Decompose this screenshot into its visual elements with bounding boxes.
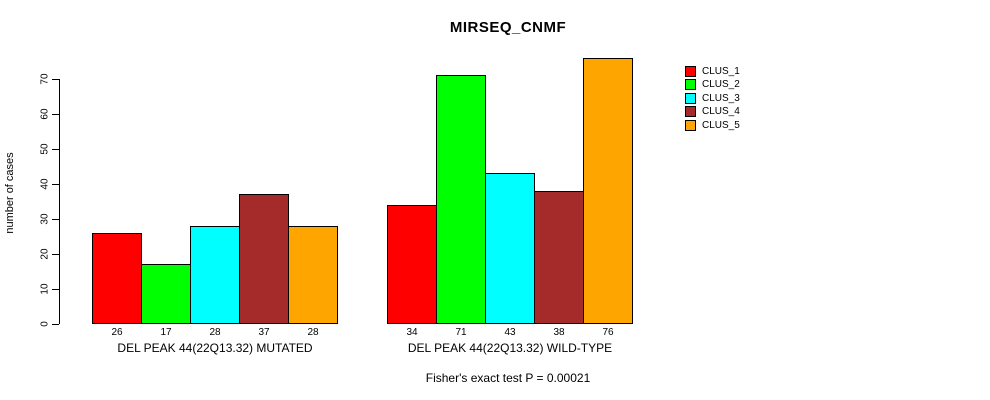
- legend-row: CLUS_2: [685, 79, 740, 90]
- y-tick: [52, 149, 59, 150]
- bar: [534, 191, 584, 324]
- bar: [583, 58, 633, 324]
- y-tick: [52, 79, 59, 80]
- legend-row: CLUS_4: [685, 106, 740, 117]
- bar-value-label: 26: [111, 327, 123, 338]
- x-group-label-wildtype: DEL PEAK 44(22Q13.32) WILD-TYPE: [407, 341, 613, 355]
- legend-swatch: [685, 120, 696, 131]
- y-tick: [52, 254, 59, 255]
- bar: [436, 75, 486, 324]
- y-tick-label: 50: [39, 143, 51, 155]
- bar-value-label: 43: [504, 327, 516, 338]
- bar-value-label: 28: [307, 327, 319, 338]
- bar: [190, 226, 240, 324]
- y-tick: [52, 289, 59, 290]
- bar-value-label: 76: [602, 327, 614, 338]
- y-tick-label: 40: [39, 178, 51, 190]
- bar-value-label: 71: [455, 327, 467, 338]
- legend-label: CLUS_3: [702, 93, 740, 104]
- y-tick-label: 30: [39, 213, 51, 225]
- bar-value-label: 37: [258, 327, 270, 338]
- legend-swatch: [685, 66, 696, 77]
- legend-row: CLUS_1: [685, 66, 740, 77]
- fisher-test-annotation: Fisher's exact test P = 0.00021: [425, 371, 591, 385]
- legend-row: CLUS_5: [685, 120, 740, 131]
- bar-value-label: 28: [209, 327, 221, 338]
- y-tick-label: 60: [39, 108, 51, 120]
- y-tick-label: 10: [39, 283, 51, 295]
- legend-label: CLUS_5: [702, 120, 740, 131]
- legend-swatch: [685, 79, 696, 90]
- x-group-label-mutated: DEL PEAK 44(22Q13.32) MUTATED: [117, 341, 313, 355]
- y-tick-label: 70: [39, 73, 51, 85]
- bar: [92, 233, 142, 324]
- y-axis-line: [59, 79, 60, 324]
- legend-row: CLUS_3: [685, 93, 740, 104]
- legend-label: CLUS_4: [702, 106, 740, 117]
- bar-value-label: 17: [160, 327, 172, 338]
- y-tick-label: 20: [39, 248, 51, 260]
- bar: [288, 226, 338, 324]
- legend-label: CLUS_1: [702, 66, 740, 77]
- bar: [485, 173, 535, 324]
- y-tick: [52, 114, 59, 115]
- bar: [141, 264, 191, 324]
- bar-value-label: 38: [553, 327, 565, 338]
- legend-swatch: [685, 93, 696, 104]
- y-tick: [52, 184, 59, 185]
- bar: [387, 205, 437, 324]
- legend-swatch: [685, 106, 696, 117]
- y-axis-label: number of cases: [4, 152, 16, 234]
- legend-label: CLUS_2: [702, 79, 740, 90]
- y-tick: [52, 219, 59, 220]
- chart-title: MIRSEQ_CNMF: [449, 19, 567, 36]
- bar-value-label: 34: [406, 327, 418, 338]
- bar: [239, 194, 289, 324]
- y-tick: [52, 324, 59, 325]
- y-tick-label: 0: [39, 321, 51, 327]
